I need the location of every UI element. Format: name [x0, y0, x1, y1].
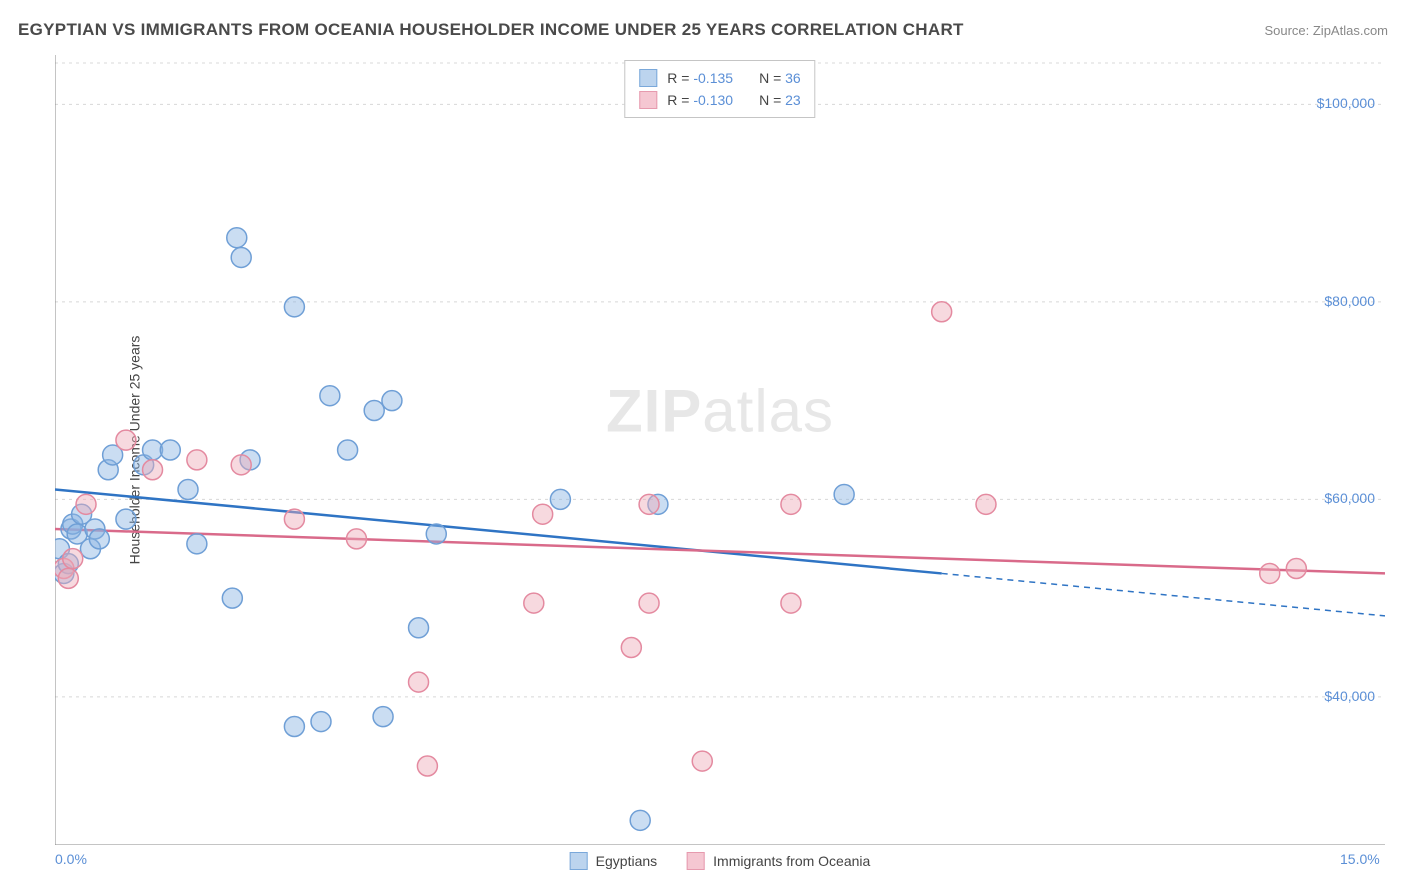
- chart-container: Householder Income Under 25 years ZIPatl…: [55, 55, 1385, 845]
- y-tick-label: $40,000: [1324, 688, 1375, 704]
- legend-row: R = -0.135 N = 36: [639, 67, 800, 89]
- legend-swatch: [639, 69, 657, 87]
- series-name: Immigrants from Oceania: [713, 853, 870, 869]
- legend-swatch: [687, 852, 705, 870]
- y-tick-label: $100,000: [1317, 95, 1375, 111]
- series-name: Egyptians: [596, 853, 657, 869]
- source-label: Source: ZipAtlas.com: [1264, 23, 1388, 38]
- x-tick-label: 15.0%: [1340, 851, 1380, 867]
- scatter-plot: [55, 55, 1385, 845]
- n-label: N = 36: [759, 70, 801, 86]
- legend-swatch: [570, 852, 588, 870]
- x-tick-label: 0.0%: [55, 851, 87, 867]
- n-label: N = 23: [759, 92, 801, 108]
- r-label: R = -0.130: [667, 92, 733, 108]
- correlation-legend: R = -0.135 N = 36 R = -0.130 N = 23: [624, 60, 815, 118]
- legend-row: R = -0.130 N = 23: [639, 89, 800, 111]
- y-tick-label: $60,000: [1324, 490, 1375, 506]
- series-legend-item: Egyptians: [570, 852, 657, 870]
- r-label: R = -0.135: [667, 70, 733, 86]
- series-legend-item: Immigrants from Oceania: [687, 852, 870, 870]
- series-legend: Egyptians Immigrants from Oceania: [570, 852, 871, 870]
- legend-swatch: [639, 91, 657, 109]
- y-tick-label: $80,000: [1324, 293, 1375, 309]
- chart-title: EGYPTIAN VS IMMIGRANTS FROM OCEANIA HOUS…: [18, 20, 964, 40]
